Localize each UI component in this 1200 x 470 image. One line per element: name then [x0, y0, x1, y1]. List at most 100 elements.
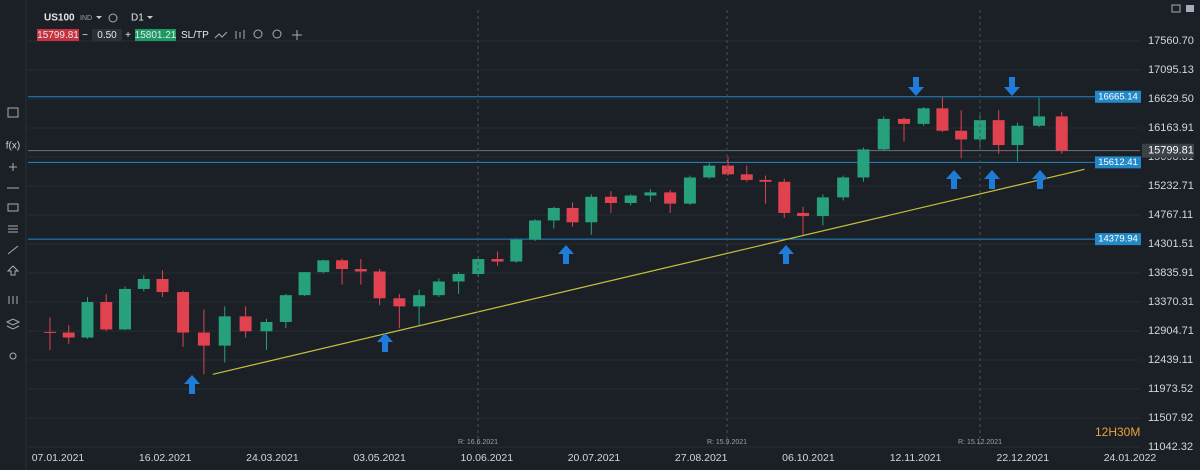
volume-box[interactable] [92, 29, 122, 41]
tool-icon[interactable] [7, 245, 19, 255]
move-icon[interactable] [292, 30, 302, 40]
candle-body [354, 269, 367, 272]
up-arrow [1032, 170, 1048, 189]
candle-body [837, 177, 850, 198]
candle-body [393, 298, 406, 307]
candle-body [917, 108, 930, 124]
candle-body [491, 259, 504, 262]
candle-body [472, 259, 485, 274]
candle-body [81, 302, 94, 338]
tool-icon[interactable] [7, 203, 19, 212]
candle-body [624, 195, 637, 203]
indicator-icon[interactable] [235, 30, 245, 39]
candle-body [156, 278, 169, 293]
tool-icon[interactable] [7, 107, 19, 118]
candle-body [973, 120, 986, 140]
candle-body [722, 165, 734, 175]
level-label: 16665.14 [1098, 91, 1138, 102]
buy-box[interactable] [135, 29, 176, 41]
candle-body [857, 149, 870, 178]
candle-body [740, 174, 753, 180]
sltp-button[interactable]: SL/TP [181, 30, 209, 41]
tool-icon[interactable] [8, 296, 18, 304]
annotation-arrows [184, 77, 1048, 394]
ask-price[interactable]: 15801.21 [135, 30, 177, 41]
zoom-out[interactable] [253, 29, 263, 39]
zoom-in[interactable] [272, 29, 282, 39]
y-tick-label: 17560.70 [1148, 35, 1194, 47]
candle-body [119, 288, 131, 330]
symbol[interactable]: US100 [44, 13, 75, 24]
y-tick-label: 11042.32 [1148, 441, 1193, 453]
up-arrow [184, 375, 200, 394]
candle-body [604, 196, 617, 203]
candle-body [1011, 125, 1024, 146]
candle-body [452, 273, 465, 282]
dropdown[interactable] [96, 16, 102, 19]
x-tick-label: 03.05.2021 [353, 452, 406, 464]
candle-body [197, 332, 210, 346]
candle-body [260, 321, 273, 332]
trendline [212, 168, 1085, 375]
candle-body [336, 260, 349, 270]
candle-body [529, 220, 542, 240]
sell-box[interactable] [37, 29, 79, 41]
chart-type-icon[interactable] [214, 31, 228, 39]
window-button[interactable] [1171, 4, 1181, 13]
candle-body [62, 332, 75, 338]
fx-tool[interactable]: f(x) [6, 141, 20, 152]
down-arrow [1004, 77, 1020, 96]
tool-icon[interactable] [9, 352, 17, 360]
up-arrow [946, 170, 962, 189]
candle-body [877, 118, 890, 150]
up-arrow [377, 333, 393, 352]
tool-icon[interactable] [8, 225, 18, 233]
candle-body [703, 165, 716, 178]
candle-body [898, 118, 911, 124]
candle-body [100, 302, 113, 330]
x-tick-label: 16.02.2021 [139, 452, 192, 464]
window-button[interactable] [1186, 5, 1194, 12]
y-tick-label: 14301.51 [1148, 238, 1194, 250]
candle-body [177, 292, 190, 333]
y-tick-label: 13370.31 [1148, 296, 1194, 308]
up-arrow [778, 245, 794, 264]
candle-body [664, 192, 677, 204]
candle-body [137, 278, 150, 289]
candle-body [413, 295, 426, 307]
clock-icon[interactable] [108, 13, 118, 23]
candle-body [547, 207, 560, 221]
level-box [1095, 233, 1141, 246]
last-price-box [1142, 143, 1194, 158]
candle-body [43, 331, 56, 333]
y-tick-label: 12439.11 [1148, 354, 1193, 366]
candle-body [759, 179, 772, 182]
x-tick-label: 07.01.2021 [32, 452, 85, 464]
plus[interactable]: + [125, 30, 131, 41]
x-tick-label: 27.08.2021 [675, 452, 728, 464]
bid-price[interactable]: 15799.81 [37, 30, 79, 41]
down-arrow [908, 77, 924, 96]
spread[interactable]: 0.50 [97, 30, 117, 41]
dropdown[interactable] [147, 16, 153, 19]
x-tick-label: 24.01.2022 [1104, 452, 1157, 464]
y-tick-label: 16629.50 [1148, 93, 1194, 105]
timer-minutes: 30M [1117, 425, 1140, 439]
level-box [1095, 90, 1141, 103]
x-tick-label: 12.11.2021 [890, 452, 942, 464]
plot-area [28, 40, 1140, 448]
tool-icon[interactable] [9, 163, 17, 171]
candle-body [432, 281, 445, 296]
y-tick-label: 17095.13 [1148, 64, 1194, 76]
candle-body [510, 239, 523, 262]
candle-body [1033, 116, 1046, 126]
tool-icon[interactable] [6, 265, 20, 276]
x-tick-label: 22.12.2021 [997, 452, 1050, 464]
x-tick-label: 10.06.2021 [461, 452, 514, 464]
tool-icon[interactable] [5, 318, 21, 330]
timeframe[interactable]: D1 [131, 13, 144, 24]
minus[interactable]: − [82, 30, 88, 41]
market: IND [80, 15, 92, 22]
